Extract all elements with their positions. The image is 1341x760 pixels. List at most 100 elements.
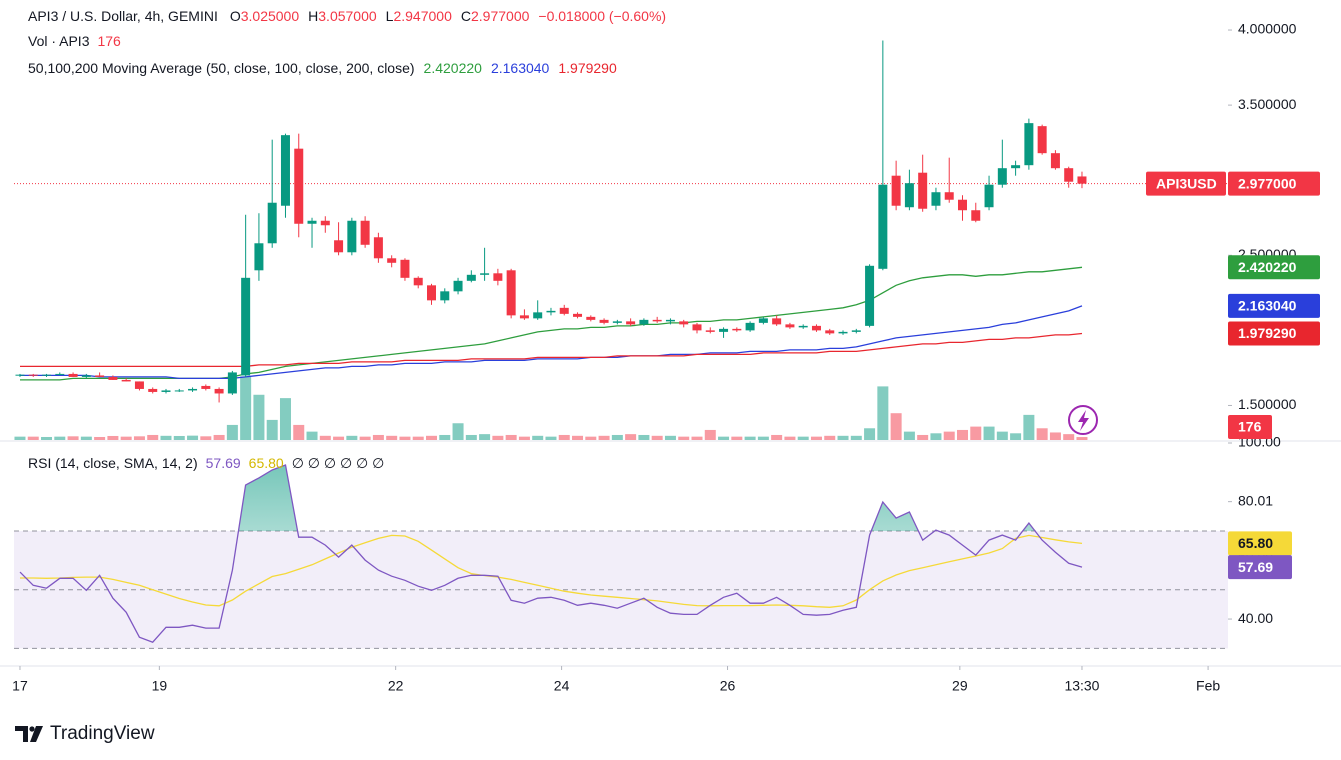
volume-bar <box>983 426 995 440</box>
candle-body <box>174 390 184 392</box>
candle-body <box>586 316 596 320</box>
volume-bar <box>465 434 477 440</box>
x-tick-label: 19 <box>152 678 168 694</box>
rsi-badge: 57.69 <box>1238 559 1273 575</box>
candle-body <box>546 310 556 313</box>
volume-bar <box>173 435 185 440</box>
volume-bar <box>14 436 26 440</box>
volume-bar <box>200 436 212 440</box>
candle-body <box>334 240 344 253</box>
volume-bar <box>771 434 783 440</box>
candle-body <box>612 321 622 323</box>
volume-bar <box>107 435 119 440</box>
last-price-badge: 2.977000 <box>1238 175 1297 191</box>
volume-bar <box>27 436 39 440</box>
volume-bar <box>67 436 79 440</box>
ma-badge-bg <box>1228 255 1320 280</box>
rsi-tick-label: 80.01 <box>1238 492 1273 508</box>
candle-body <box>68 373 78 377</box>
alert-icon[interactable] <box>1068 405 1098 435</box>
candle-body <box>161 390 171 392</box>
rsi-badge-bg <box>1228 555 1292 580</box>
volume-bar <box>837 435 849 440</box>
volume-value: 176 <box>97 33 121 49</box>
ohlc-value: 2.947000 <box>393 8 452 24</box>
candle-body <box>692 324 702 331</box>
volume-bar <box>678 436 690 440</box>
ma-value: 2.420220 <box>424 60 483 76</box>
volume-bar <box>187 435 199 440</box>
candle-body <box>719 328 729 332</box>
ohlc-value: 3.057000 <box>318 8 377 24</box>
brand-logo[interactable]: TradingView <box>15 723 155 744</box>
ohlc-key: O <box>230 8 241 24</box>
volume-bar <box>903 431 915 440</box>
volume-title: Vol · API3 <box>28 33 90 49</box>
rsi-sma-value: 65.80 <box>249 455 284 471</box>
volume-bar <box>133 436 145 440</box>
last-price-name-bg <box>1146 171 1226 196</box>
last-price-name: API3USD <box>1156 175 1217 191</box>
volume-bar <box>757 436 769 440</box>
candle-body <box>573 313 583 317</box>
candle-body <box>214 388 224 394</box>
candle-body <box>1011 165 1021 169</box>
volume-badge-bg <box>1228 415 1272 439</box>
volume-bar <box>704 429 716 440</box>
volume-bar <box>864 428 876 440</box>
rsi-sma-badge: 65.80 <box>1238 535 1273 551</box>
candle-body <box>1037 126 1047 154</box>
volume-bar <box>1023 414 1035 440</box>
volume-bar <box>824 435 836 440</box>
volume-bar <box>598 435 610 440</box>
candle-body <box>15 374 25 376</box>
last-price-badge-bg <box>1228 171 1320 196</box>
volume-bar <box>890 413 902 440</box>
rsi-value: 57.69 <box>206 455 241 471</box>
volume-bar <box>452 423 464 440</box>
candle-body <box>121 379 131 382</box>
volume-bar <box>41 436 53 440</box>
volume-bar <box>479 434 491 440</box>
candle-body <box>493 273 503 281</box>
candle-body <box>320 220 330 226</box>
volume-bar <box>505 434 517 440</box>
candle-body <box>95 375 105 377</box>
candle-body <box>599 319 609 323</box>
candle-body <box>466 274 476 281</box>
candle-body <box>639 319 649 325</box>
volume-bar <box>80 436 92 440</box>
candle-body <box>241 277 251 376</box>
candle-body <box>745 322 755 331</box>
volume-bar <box>359 436 371 440</box>
volume-bar <box>319 435 331 440</box>
x-tick-label: 26 <box>720 678 736 694</box>
candle-body <box>957 199 967 211</box>
candle-body <box>665 319 675 322</box>
candle-body <box>453 280 463 292</box>
volume-bar <box>94 436 106 440</box>
candle-body <box>506 270 516 316</box>
volume-bar <box>558 434 570 440</box>
candle-body <box>878 184 888 269</box>
y-tick-label: 4.000000 <box>1238 21 1297 37</box>
volume-bar <box>492 435 504 440</box>
candle-body <box>1050 153 1060 169</box>
volume-bar <box>917 434 929 440</box>
candle-body <box>294 148 304 224</box>
brand-name[interactable]: TradingView <box>50 723 155 744</box>
candle-body <box>984 184 994 208</box>
volume-bar <box>996 431 1008 440</box>
volume-bar <box>651 435 663 440</box>
volume-bar <box>1076 437 1088 440</box>
volume-bar <box>293 424 305 440</box>
volume-bar <box>306 431 318 440</box>
candle-body <box>997 168 1007 185</box>
candle-body <box>373 237 383 259</box>
volume-bar <box>399 436 411 440</box>
volume-bar <box>664 435 676 440</box>
rsi-nulls: ∅ ∅ ∅ ∅ ∅ ∅ <box>292 455 385 471</box>
candle-body <box>798 325 808 328</box>
candle-body <box>81 375 91 377</box>
